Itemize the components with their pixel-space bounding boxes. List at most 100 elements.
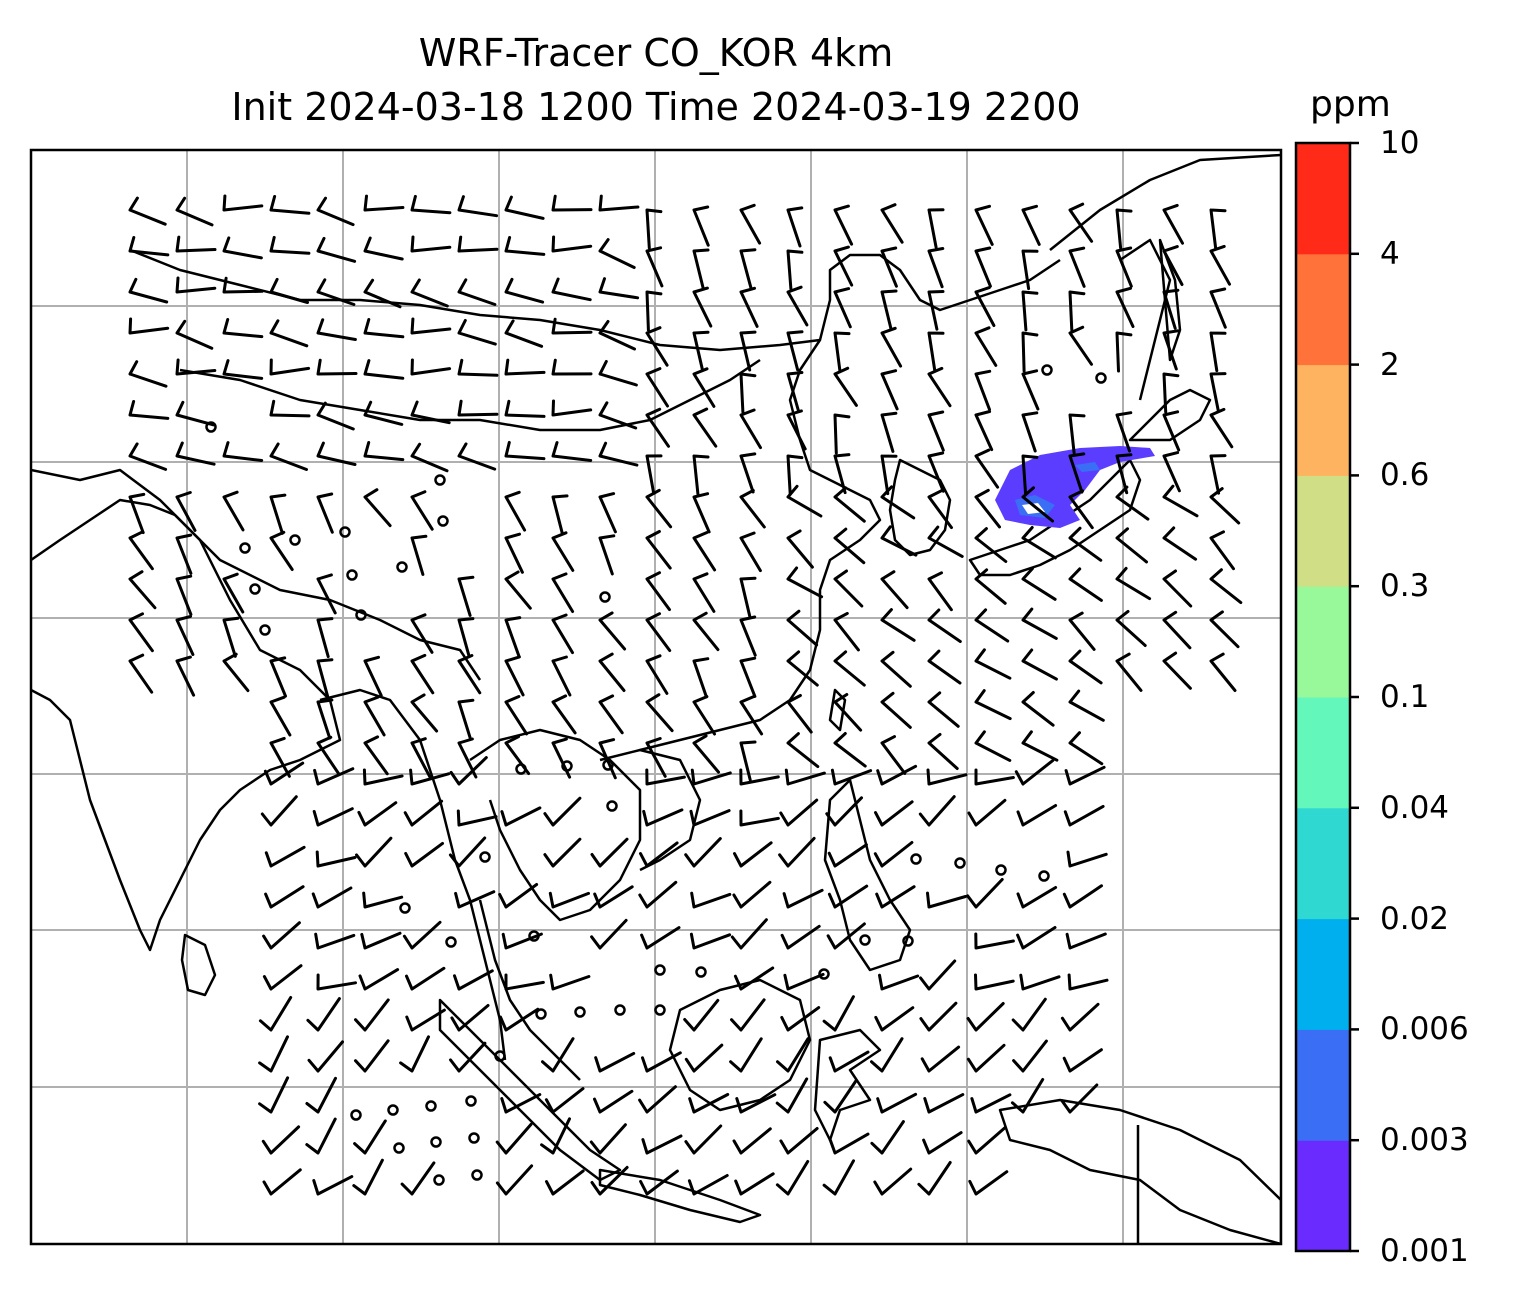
wind-barb (833, 732, 867, 768)
chart-title-line1: WRF-Tracer CO_KOR 4km (418, 31, 894, 75)
wind-barb (269, 399, 311, 418)
wind-barb (410, 194, 452, 215)
wind-barb (551, 194, 593, 212)
wind-barb (128, 612, 154, 653)
wind-barb (1068, 611, 1096, 651)
colorbar-segment (1296, 1140, 1350, 1252)
wind-barb (645, 571, 671, 612)
wind-barb (920, 1045, 961, 1073)
wind-barb (1021, 249, 1039, 291)
wind-barb (1068, 290, 1086, 332)
wind-barb (128, 277, 169, 304)
wind-barb (974, 527, 1008, 563)
wind-barb (1115, 485, 1150, 521)
wind-barb (311, 886, 353, 909)
wind-barb (917, 1161, 952, 1196)
wind-barb (974, 286, 996, 327)
wind-barb (1068, 489, 1094, 530)
wind-barb (1021, 331, 1039, 373)
wind-barb (873, 1167, 913, 1196)
wind-barb (362, 891, 404, 909)
wind-barb (1021, 607, 1058, 640)
wind-barb (640, 926, 681, 950)
wind-barb (1021, 526, 1057, 560)
wind-barb (305, 1117, 337, 1155)
colorbar-segment (1296, 364, 1350, 476)
wind-barb (739, 372, 757, 414)
wind-barb (551, 655, 572, 697)
wind-barb (974, 204, 994, 246)
wind-barb (316, 196, 355, 227)
wind-barb (645, 407, 670, 448)
wind-barb (739, 768, 780, 786)
wind-barb (874, 800, 914, 827)
wind-barb (1115, 652, 1143, 692)
wind-barb (405, 1008, 446, 1032)
wind-barb (363, 236, 404, 261)
wind-barb (739, 740, 757, 782)
wind-barb (775, 1160, 810, 1196)
wind-barb (457, 358, 499, 377)
wind-barb (454, 890, 496, 909)
calm-wind-circle (614, 1004, 626, 1016)
wind-barb (128, 236, 170, 257)
wind-barb (1068, 731, 1104, 766)
wind-barb (833, 287, 852, 329)
wind-barb (354, 998, 390, 1032)
wind-barb (449, 756, 488, 786)
wind-barb (683, 998, 720, 1032)
colorbar-segment (1296, 253, 1350, 366)
wind-barb (315, 850, 357, 868)
wind-barb (1016, 926, 1057, 950)
wind-barb (1162, 329, 1180, 371)
wind-barb (927, 649, 962, 685)
wind-barb (974, 369, 992, 411)
wind-barb (504, 695, 529, 736)
calm-wind-circle (606, 800, 618, 812)
calm-wind-circle (434, 474, 446, 486)
calm-wind-circle (574, 1006, 586, 1018)
wind-barb (974, 689, 1012, 721)
wind-barb (927, 732, 959, 770)
wind-barb (1021, 411, 1039, 453)
wind-barb (504, 655, 525, 697)
wind-barb (974, 973, 1015, 991)
wind-barb (222, 652, 250, 693)
wind-barb (1115, 411, 1133, 453)
wind-barb (833, 245, 854, 287)
wind-barb (399, 1035, 430, 1073)
wind-barb (1162, 203, 1184, 245)
wind-barb (499, 1007, 540, 1032)
wind-barb (363, 488, 392, 528)
wind-barb (739, 531, 762, 573)
wind-barb (833, 693, 863, 732)
wind-barb (448, 836, 487, 868)
wind-barb (258, 1076, 290, 1114)
wind-barb (966, 878, 1004, 909)
calm-wind-circle (393, 1142, 405, 1154)
wind-barb (598, 238, 636, 269)
wind-barb (410, 442, 449, 473)
wind-barb (692, 531, 717, 572)
calm-wind-circle (561, 760, 573, 772)
wind-barb (269, 277, 309, 304)
wind-barb (927, 331, 945, 373)
wind-barb (833, 331, 851, 373)
wind-barb (410, 737, 432, 779)
wind-barb (269, 736, 291, 778)
wind-barb (974, 648, 1012, 680)
wind-barb (593, 885, 634, 909)
wind-barb (410, 693, 439, 733)
wind-barb (739, 695, 764, 736)
calm-wind-circle (695, 966, 707, 978)
wind-barb (639, 1169, 679, 1196)
calm-wind-circle (465, 1095, 477, 1107)
wind-barb (927, 290, 945, 331)
calm-wind-circle (859, 934, 871, 946)
wind-barb (833, 611, 860, 652)
wind-barb (1115, 566, 1152, 601)
wind-barb (410, 490, 434, 531)
wind-barb (927, 208, 945, 249)
wind-barb (269, 319, 309, 348)
wind-barb (316, 441, 357, 466)
